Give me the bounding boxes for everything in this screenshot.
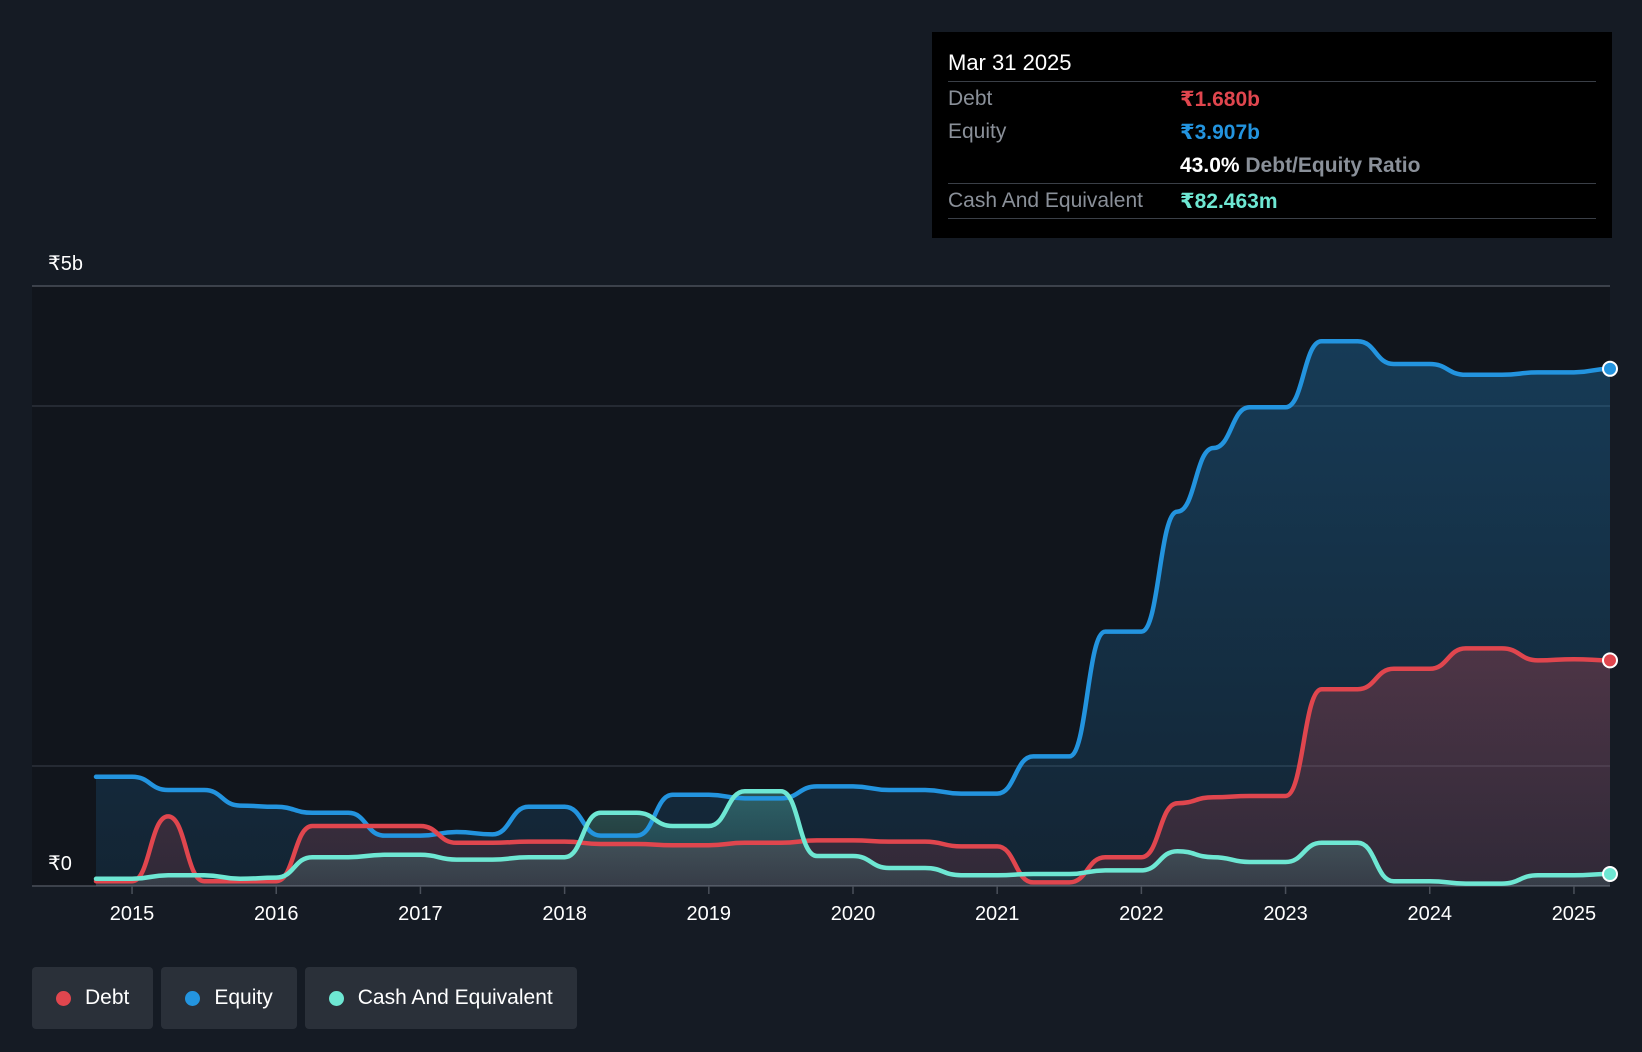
chart-legend: Debt Equity Cash And Equivalent [32,967,577,1029]
legend-dot-equity [185,990,201,1006]
tooltip-ratio-label: Debt/Equity Ratio [1245,154,1421,177]
line-debt [93,646,1613,885]
legend-dot-cash [328,990,344,1006]
x-tick-label-2022: 2022 [1119,903,1164,925]
x-tick-label-2024: 2024 [1408,903,1453,925]
x-tick-label-2017: 2017 [398,903,443,925]
legend-label-cash: Cash And Equivalent [357,986,553,1009]
endpoint-debt [1602,652,1618,669]
tooltip-ratio: 43.0% Debt/Equity Ratio [1180,154,1420,178]
y-tick-label-max: ₹5b [48,253,83,275]
legend-label-equity: Equity [214,986,273,1009]
x-tick-label-2023: 2023 [1263,903,1308,925]
tooltip-ratio-value: 43.0% [1180,154,1240,177]
y-tick-label-zero: ₹0 [48,853,72,875]
tooltip-debt-label: Debt [948,87,993,110]
series-endpoints [1602,360,1618,882]
tooltip-equity-value: ₹3.907b [1180,121,1260,144]
line-cash [93,788,1613,886]
x-tick-label-2025: 2025 [1552,903,1597,925]
x-tick-label-2018: 2018 [542,903,587,925]
tooltip-equity-row: Equity ₹3.907b [948,115,1596,149]
x-axis-ticks: 2015 2016 2017 2018 2019 2020 2021 2022 2023 2024… [110,886,1596,925]
x-tick-label-2020: 2020 [831,903,876,925]
tooltip-equity-label: Equity [948,120,1007,143]
x-tick-label-2021: 2021 [975,903,1020,925]
tooltip-date: Mar 31 2025 [948,50,1072,75]
area-cash [96,791,1610,886]
tooltip-cash-row: Cash And Equivalent ₹82.463m [948,183,1596,219]
x-tick-label-2015: 2015 [110,903,155,925]
tooltip-cash-label: Cash And Equivalent [948,189,1143,212]
tooltip-panel: Mar 31 2025 Debt ₹1.680b Equity ₹3.907b … [932,32,1612,238]
legend-item-equity[interactable]: Equity [161,967,297,1029]
x-tick-label-2019: 2019 [687,903,732,925]
series-lines [93,338,1613,886]
line-equity [93,338,1613,838]
endpoint-equity [1602,360,1618,377]
area-equity [96,341,1610,886]
endpoint-cash [1602,866,1618,882]
legend-dot-debt [56,990,71,1006]
tooltip-debt-row: Debt ₹1.680b [948,81,1596,116]
x-tick-label-2016: 2016 [254,903,299,925]
tooltip-cash-value: ₹82.463m [1180,190,1278,213]
legend-item-cash[interactable]: Cash And Equivalent [304,967,577,1029]
area-debt [96,648,1610,886]
legend-label-debt: Debt [85,986,130,1009]
tooltip-debt-value: ₹1.680b [1180,88,1260,111]
legend-item-debt[interactable]: Debt [32,967,154,1029]
series-areas [96,341,1610,886]
tooltip-ratio-row: 43.0% Debt/Equity Ratio [948,149,1596,183]
